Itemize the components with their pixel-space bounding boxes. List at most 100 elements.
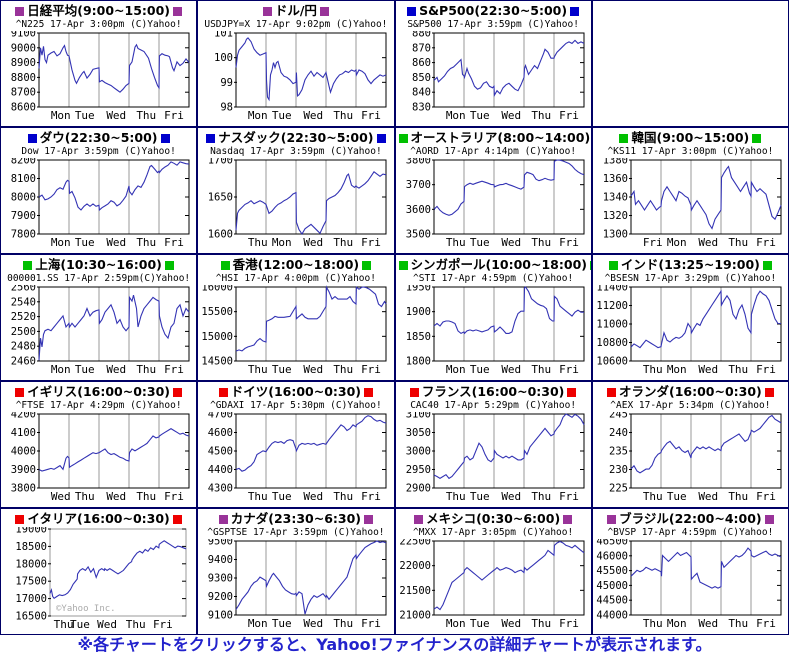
y-axis-label: 18500	[16, 541, 48, 553]
price-chart-usdjpy: 101 100 99 98 Mon Tue Wed Thu Fri	[214, 31, 387, 122]
marker-icon	[172, 515, 182, 524]
y-axis-label: 9400	[208, 554, 233, 566]
yahoo-watermark: ©Yahoo Inc.	[56, 604, 116, 614]
marker-icon	[164, 261, 174, 270]
chart-cell-india[interactable]: インド(13:25~19:00) ^BSESN 17-Apr 3:29pm (C)…	[592, 255, 788, 380]
x-axis-label: Tue	[272, 617, 292, 630]
x-axis-label: Thu	[643, 617, 663, 630]
marker-icon	[206, 134, 216, 143]
marker-icon	[15, 7, 25, 16]
y-axis-label: 3000	[405, 446, 430, 458]
x-axis-label: Thu	[334, 617, 354, 630]
y-axis-label: 45000	[596, 580, 628, 592]
chart-title: イギリス(16:00~0:30)	[1, 384, 196, 400]
chart-cell-netherlands[interactable]: オランダ(16:00~0:30) ^AEX 17-Apr 5:34pm (C)Ya…	[592, 382, 788, 507]
price-chart-india: 11400 11200 11000 10800 10600 Thu Mon Wed Thu Fri	[596, 285, 782, 376]
plot-frame	[433, 32, 585, 108]
x-axis-label: Fri	[559, 236, 579, 249]
x-axis-label: Thu	[54, 618, 74, 631]
x-axis-label: Fri	[643, 236, 663, 249]
chart-title: 上海(10:30~16:00)	[1, 257, 196, 273]
chart-title-text: カナダ(23:30~6:30)	[230, 511, 362, 526]
x-axis-label: Thu	[531, 109, 551, 122]
x-axis-label: Mon	[445, 617, 465, 630]
y-axis-label: 4400	[208, 464, 233, 476]
chart-cell-shanghai[interactable]: 上海(10:30~16:00) 000001.SS 17-Apr 2:59pm(C…	[1, 255, 197, 380]
y-axis-label: 2480	[11, 341, 36, 353]
y-axis-label: 8800	[11, 72, 36, 84]
chart-cell-korea[interactable]: 韓国(9:00~15:00) ^KS11 17-Apr 3:00pm (C)Yah…	[592, 128, 788, 253]
plot-frame	[38, 32, 190, 108]
y-axis-label: 15500	[202, 306, 234, 318]
x-axis-label: Tue	[667, 490, 687, 503]
chart-cell-dow[interactable]: ダウ(22:30~5:00) Dow 17-Apr 3:59pm (C)Yahoo…	[1, 128, 197, 253]
chart-cell-usdjpy[interactable]: ドル/円 USDJPY=X 17-Apr 9:02pm (C)Yahoo! 101 1…	[198, 1, 394, 126]
x-axis-label: Thu	[728, 236, 748, 249]
y-axis-label: 44000	[596, 610, 628, 622]
ticker-timestamp: USDJPY=X 17-Apr 9:02pm (C)Yahoo!	[204, 19, 388, 30]
marker-icon	[414, 515, 424, 524]
x-axis-label: Thu	[334, 236, 354, 249]
x-axis-label: Mon	[51, 363, 71, 376]
marker-icon	[589, 261, 591, 270]
y-axis-label: 4200	[11, 412, 36, 421]
chart-title: イタリア(16:00~0:30)	[1, 511, 196, 527]
chart-cell-singapore[interactable]: シンガポール(10:00~18:00) ^STI 17-Apr 4:59pm (C…	[395, 255, 591, 380]
x-axis-label: Thu	[136, 363, 156, 376]
x-axis-label: Tue	[272, 363, 292, 376]
chart-cell-france[interactable]: フランス(16:00~0:30) CAC40 17-Apr 5:29pm (C)Y…	[395, 382, 591, 507]
y-axis-label: 1900	[405, 306, 430, 318]
price-line	[38, 161, 190, 212]
x-axis-label: Wed	[51, 490, 71, 503]
x-axis-label: Wed	[501, 617, 521, 630]
chart-cell-brazil[interactable]: ブラジル(22:00~4:00) ^BVSP 17-Apr 4:59pm (C)Y…	[592, 509, 788, 634]
chart-cell-nikkei[interactable]: 日経平均(9:00~15:00) ^N225 17-Apr 3:00pm (C)Y…	[1, 1, 197, 126]
plot-frame	[433, 413, 585, 489]
chart-cell-germany[interactable]: ドイツ(16:00~0:30) ^GDAXI 17-Apr 5:30pm (C)Y…	[198, 382, 394, 507]
chart-title: S&P500(22:30~5:00)	[396, 3, 591, 19]
marker-icon	[15, 388, 25, 397]
chart-title-text: ダウ(22:30~5:00)	[39, 130, 158, 145]
y-axis-label: 16500	[16, 611, 48, 623]
chart-title-text: 香港(12:00~18:00)	[232, 257, 360, 272]
x-axis-label: Mon	[51, 109, 71, 122]
y-axis-label: 1650	[208, 192, 233, 204]
price-chart-italy: 19000 18500 18000 17500 17000 16500 ©Yahoo Inc…	[16, 527, 187, 631]
chart-cell-nasdaq[interactable]: ナスダック(22:30~5:00) Nasdaq 17-Apr 3:59pm (C…	[198, 128, 394, 253]
marker-icon	[319, 7, 329, 16]
chart-cell-australia[interactable]: オーストラリア(8:00~14:00) ^AORD 17-Apr 4:14pm (…	[395, 128, 591, 253]
chart-cell-mexico[interactable]: メキシコ(0:30~6:00) ^MXX 17-Apr 3:05pm (C)Yah…	[395, 509, 591, 634]
x-axis-label: Thu	[126, 618, 146, 631]
plot-frame	[433, 159, 585, 235]
chart-cell-canada[interactable]: カナダ(23:30~6:30) ^GSPTSE 17-Apr 3:59pm (C)…	[198, 509, 394, 634]
chart-cell-sp500[interactable]: S&P500(22:30~5:00) S&P500 17-Apr 3:59pm (…	[395, 1, 591, 126]
chart-title: ドイツ(16:00~0:30)	[198, 384, 393, 400]
y-axis-label: 225	[609, 483, 628, 495]
x-axis-label: Fri	[164, 109, 184, 122]
price-line	[236, 415, 387, 472]
x-axis-label: Wed	[501, 109, 521, 122]
marker-icon	[764, 515, 774, 524]
y-axis-label: 1340	[603, 192, 628, 204]
x-axis-label: Thu	[248, 236, 268, 249]
price-line	[433, 159, 584, 216]
marker-icon	[376, 134, 386, 143]
chart-title: ダウ(22:30~5:00)	[1, 130, 196, 146]
x-axis-label: Mon	[667, 363, 687, 376]
marker-icon	[218, 515, 228, 524]
chart-title-text: オーストラリア(8:00~14:00)	[410, 130, 591, 145]
y-axis-label: 17500	[16, 576, 48, 588]
y-axis-label: 46000	[596, 550, 628, 562]
ticker-timestamp: 000001.SS 17-Apr 2:59pm(C)Yahoo!	[7, 273, 191, 284]
x-axis-label: Tue	[75, 363, 95, 376]
chart-cell-italy[interactable]: イタリア(16:00~0:30) 19000 18500 18000 17500 1700…	[1, 509, 197, 634]
y-axis-label: 235	[609, 446, 628, 458]
x-axis-label: Fri	[559, 490, 579, 503]
marker-icon	[173, 7, 183, 16]
chart-cell-hongkong[interactable]: 香港(12:00~18:00) ^HSI 17-Apr 4:00pm (C)Yah…	[198, 255, 394, 380]
x-axis-label: Mon	[272, 236, 292, 249]
marker-icon	[606, 388, 616, 397]
x-axis-label: Thu	[531, 363, 551, 376]
chart-cell-uk[interactable]: イギリス(16:00~0:30) ^FTSE 17-Apr 4:29pm (C)Y…	[1, 382, 197, 507]
plot-frame	[630, 540, 782, 616]
